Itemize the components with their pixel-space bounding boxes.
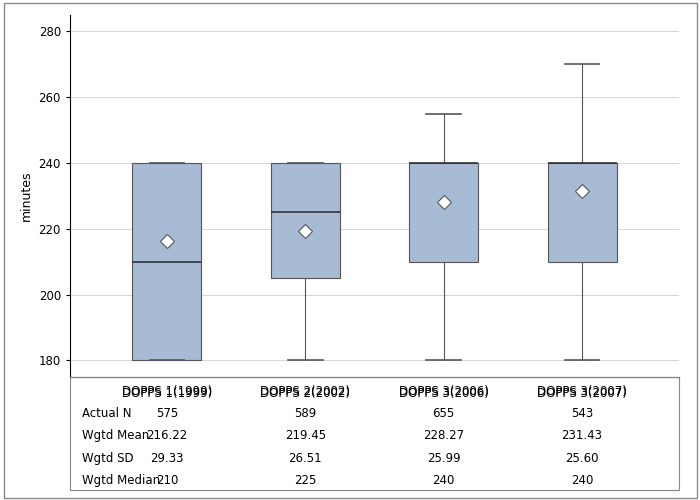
Text: Wgtd SD: Wgtd SD (82, 452, 134, 465)
Text: DOPPS 3(2007): DOPPS 3(2007) (537, 385, 627, 398)
Text: 210: 210 (155, 474, 178, 488)
PathPatch shape (547, 163, 617, 262)
Text: 231.43: 231.43 (561, 429, 603, 442)
Text: DOPPS 2(2002): DOPPS 2(2002) (260, 385, 350, 398)
Y-axis label: minutes: minutes (20, 170, 33, 221)
PathPatch shape (271, 163, 340, 278)
Text: 655: 655 (433, 406, 455, 420)
PathPatch shape (409, 163, 478, 262)
Text: DOPPS 3(2006): DOPPS 3(2006) (399, 385, 489, 398)
Text: 543: 543 (571, 406, 593, 420)
Text: 216.22: 216.22 (146, 429, 188, 442)
Text: 26.51: 26.51 (288, 452, 322, 465)
Text: 25.99: 25.99 (427, 452, 461, 465)
Text: 228.27: 228.27 (423, 429, 464, 442)
Text: DOPPS 1(1999): DOPPS 1(1999) (122, 385, 212, 398)
Text: 219.45: 219.45 (285, 429, 326, 442)
Text: 240: 240 (571, 474, 594, 488)
Text: Actual N: Actual N (82, 406, 132, 420)
Text: 225: 225 (294, 474, 316, 488)
Text: 575: 575 (156, 406, 178, 420)
Text: 240: 240 (433, 474, 455, 488)
Text: 29.33: 29.33 (150, 452, 183, 465)
PathPatch shape (132, 163, 202, 360)
Text: Wgtd Mean: Wgtd Mean (82, 429, 149, 442)
Text: 589: 589 (294, 406, 316, 420)
Text: Wgtd Median: Wgtd Median (82, 474, 160, 488)
Text: 25.60: 25.60 (566, 452, 599, 465)
